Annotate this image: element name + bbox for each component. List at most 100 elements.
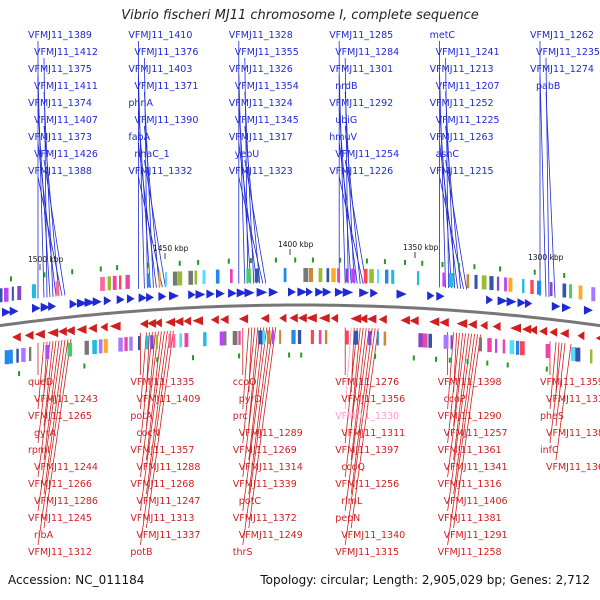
reverse-gene: [429, 317, 440, 327]
gene-label: VFMJ11_1243: [34, 394, 98, 405]
cog-box-forward: [172, 271, 178, 286]
cog-box-forward: [369, 269, 374, 284]
cog-box-reverse: [219, 331, 225, 346]
cog-box-reverse: [138, 336, 141, 351]
cog-box-forward: [351, 268, 356, 283]
cog-box-forward: [202, 270, 206, 285]
forward-gene: [138, 293, 147, 303]
reverse-gene: [100, 322, 108, 332]
leader-line: [439, 108, 452, 289]
gene-label: VFMJ11_1410: [128, 30, 192, 41]
cog-box-reverse: [383, 331, 387, 346]
leader-line: [555, 342, 560, 393]
reverse-gene: [47, 328, 59, 338]
gene-label: VFMJ11_1397: [335, 445, 399, 456]
cog-box-reverse: [150, 335, 154, 350]
cog-box-reverse: [422, 333, 428, 348]
reverse-gene: [456, 319, 468, 329]
gene-label: VFMJ11_1356: [341, 394, 405, 405]
gene-label: VFMJ11_1274: [530, 64, 594, 75]
label-leader-lines: [37, 41, 572, 546]
leader-line: [140, 331, 159, 478]
gene-label: VFMJ11_1328: [229, 30, 293, 41]
gene-label: VFMJ11_1213: [430, 64, 494, 75]
reverse-gene: [350, 314, 362, 324]
forward-gene: [244, 288, 255, 298]
gene-label: VFMJ11_1332: [128, 166, 192, 177]
leader-line: [545, 91, 556, 298]
gene-label: VFMJ11_1311: [341, 428, 405, 439]
cog-box-forward: [303, 268, 309, 282]
reverse-gene: [510, 323, 521, 333]
gene-label: rpmI: [28, 445, 50, 456]
leader-line: [37, 74, 45, 298]
cog-box-reverse: [418, 333, 424, 348]
cog-box-reverse: [310, 330, 314, 344]
leader-line: [138, 108, 151, 289]
gene-label: rlmL: [341, 496, 363, 507]
cog-box-reverse: [67, 342, 73, 357]
leader-line: [242, 327, 256, 444]
cog-box-reverse: [238, 330, 241, 345]
cog-box-reverse: [428, 333, 433, 348]
cog-box-reverse: [103, 338, 108, 353]
gene-label: queD: [28, 377, 53, 388]
reverse-gene: [577, 331, 585, 341]
reverse-gene: [65, 326, 75, 336]
leader-line: [447, 334, 478, 546]
reverse-gene: [330, 313, 339, 323]
leader-line: [43, 339, 72, 529]
cog-box-forward: [4, 287, 9, 302]
gene-label: pheS: [540, 411, 564, 422]
cog-box-reverse: [376, 331, 379, 346]
cog-box-forward: [125, 274, 130, 289]
forward-gene: [9, 306, 19, 316]
cog-box-reverse: [124, 337, 128, 352]
leader-line: [350, 327, 367, 461]
forward-gene: [76, 298, 88, 308]
gene-label: VFMJ11_1292: [329, 98, 393, 109]
gene-label: VFMJ11_1412: [34, 47, 98, 58]
leader-line: [445, 159, 467, 290]
gc-mark: [486, 360, 489, 366]
gene-label: nhaC_1: [134, 149, 169, 160]
leader-line: [138, 142, 157, 288]
cog-box-forward: [0, 288, 3, 303]
summary-text: Topology: circular; Length: 2,905,029 bp…: [260, 573, 590, 587]
gc-mark: [412, 355, 415, 361]
cog-box-reverse: [291, 330, 296, 344]
gene-label: VFMJ11_1316: [438, 479, 502, 490]
gc-mark: [192, 355, 194, 361]
tick-label: 1350 kbp: [403, 243, 439, 252]
cog-box-forward: [591, 287, 596, 302]
gene-label: VFMJ11_1388: [28, 166, 92, 177]
cog-box-reverse: [184, 333, 189, 348]
cog-box-reverse: [590, 349, 593, 364]
leader-line: [37, 108, 51, 298]
gc-mark: [10, 276, 12, 282]
gene-label: pepN: [335, 513, 360, 524]
cog-box-forward: [326, 268, 330, 283]
gene-label: gyrA: [34, 428, 57, 439]
cog-box-reverse: [575, 347, 581, 362]
reverse-gene: [24, 330, 34, 340]
gene-label: VFMJ11_1373: [28, 132, 92, 143]
gene-label: potC: [239, 496, 262, 507]
gene-label: VFMJ11_1389: [28, 30, 92, 41]
gene-label: ccoQ: [341, 462, 365, 473]
gene-label: cocN: [136, 428, 159, 439]
leader-line: [447, 332, 460, 444]
cog-box-reverse: [509, 340, 515, 355]
gene-label: VFMJ11_1372: [233, 513, 297, 524]
forward-gene: [228, 288, 237, 298]
forward-gene: [84, 298, 96, 307]
cog-box-forward: [165, 272, 168, 287]
gc-mark: [383, 259, 386, 265]
cog-box-forward: [246, 268, 251, 283]
gene-label: VFMJ11_1335: [130, 377, 194, 388]
reverse-gene: [400, 315, 410, 325]
gc-mark: [311, 257, 314, 263]
reverse-gene: [378, 314, 387, 324]
gc-mark: [71, 269, 74, 275]
leader-line: [350, 328, 379, 529]
